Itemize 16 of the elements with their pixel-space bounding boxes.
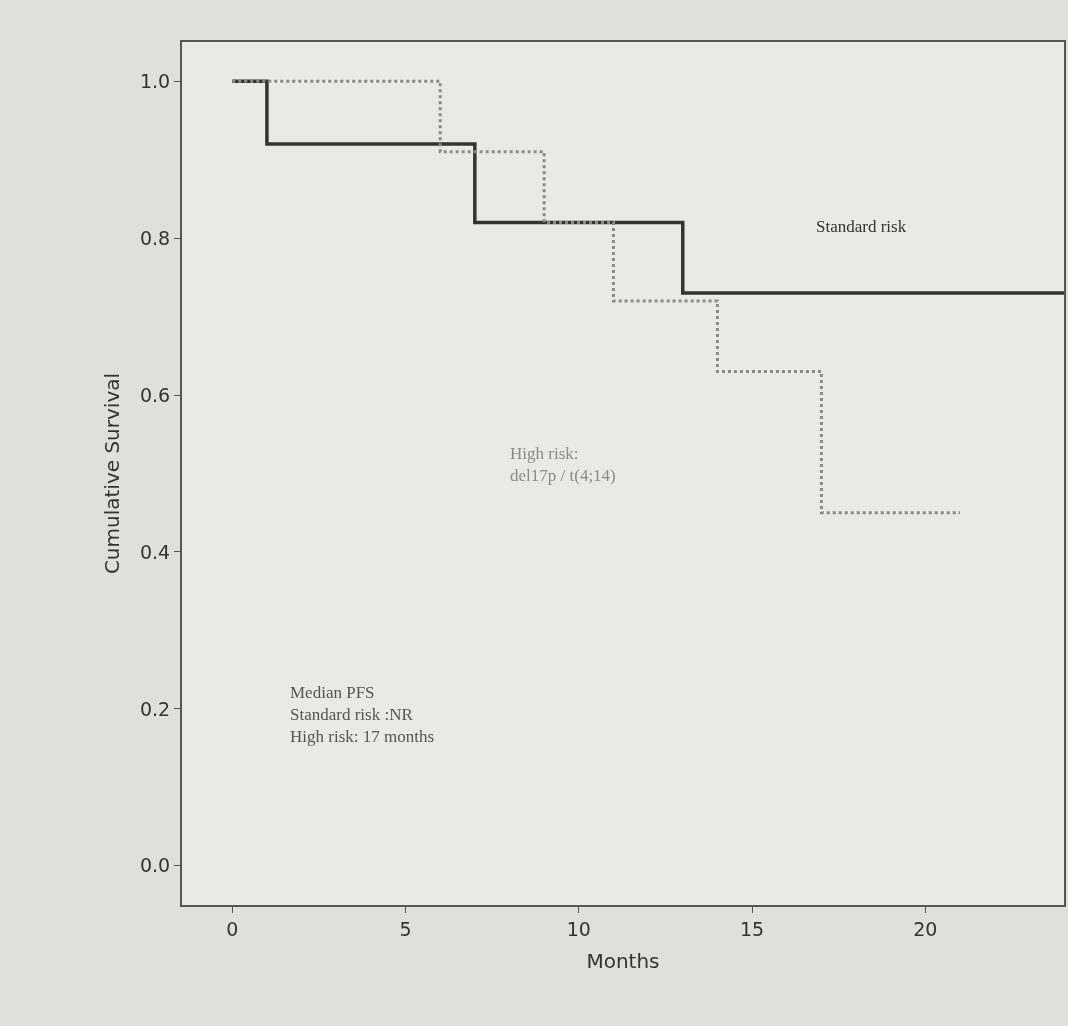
x-tick-label: 15 [740, 917, 765, 940]
text: High risk: del17p / t(4;14) [510, 444, 616, 486]
y-tick-label: 0.2 [139, 697, 171, 720]
x-tick-label: 5 [399, 917, 412, 940]
y-axis-title: Cumulative Survival [99, 372, 124, 575]
x-tick-label: 0 [226, 917, 239, 940]
y-tick-label: 0.4 [139, 540, 171, 563]
y-tick-label: 0.8 [139, 226, 171, 249]
x-axis-title: Months [586, 948, 660, 973]
y-tick-label: 0.0 [139, 854, 171, 877]
text: Standard risk [816, 217, 907, 236]
y-tick-label: 0.6 [139, 383, 171, 406]
x-tick-label: 20 [913, 917, 938, 940]
y-tick-label: 1.0 [139, 69, 171, 92]
x-tick-label: 10 [566, 917, 591, 940]
annotation: Median PFS Standard risk :NR High risk: 17 months [290, 683, 435, 747]
